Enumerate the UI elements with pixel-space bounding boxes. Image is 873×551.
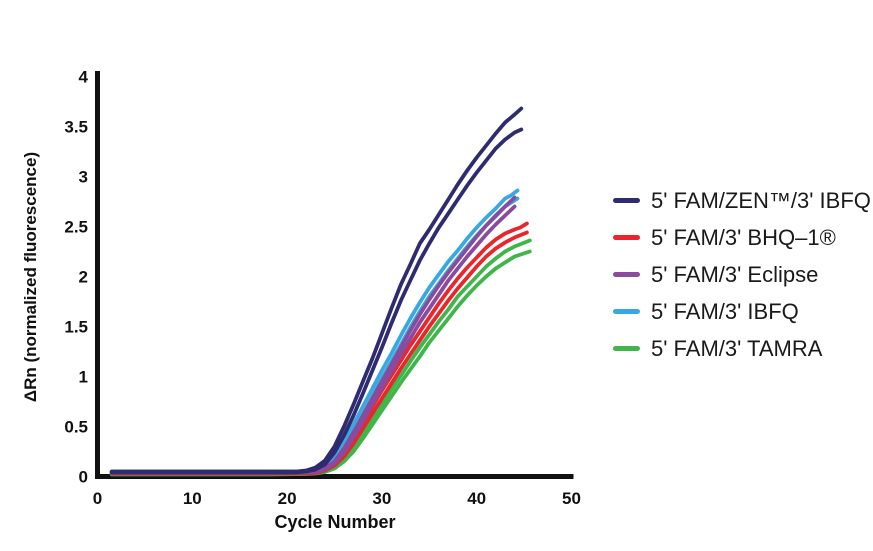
legend-swatch-1 bbox=[613, 235, 640, 240]
legend-item-2: 5' FAM/3' Eclipse bbox=[613, 261, 871, 288]
x-tick-label-30: 30 bbox=[372, 489, 392, 508]
y-axis-title: ΔRn (normalized fluorescence) bbox=[21, 151, 40, 403]
x-tick-label-0: 0 bbox=[92, 489, 103, 508]
y-tick-label-2.5: 2.5 bbox=[64, 217, 88, 236]
y-tick-label-0: 0 bbox=[78, 467, 88, 486]
legend-label-0: 5' FAM/ZEN™/3' IBFQ bbox=[651, 187, 871, 213]
legend-swatch-4 bbox=[613, 346, 640, 351]
legend-swatch-0 bbox=[613, 198, 640, 203]
curve-8 bbox=[109, 106, 524, 474]
legend-label-4: 5' FAM/3' TAMRA bbox=[651, 335, 823, 361]
curve-4 bbox=[109, 188, 520, 474]
curve-6 bbox=[109, 195, 517, 475]
legend-item-0: 5' FAM/ZEN™/3' IBFQ bbox=[613, 187, 871, 214]
legend-item-3: 5' FAM/3' IBFQ bbox=[613, 298, 871, 325]
y-tick-label-4: 4 bbox=[78, 67, 88, 86]
x-tick-label-20: 20 bbox=[277, 489, 297, 508]
legend-item-4: 5' FAM/3' TAMRA bbox=[613, 335, 871, 362]
y-tick-label-3.5: 3.5 bbox=[64, 117, 88, 136]
legend-label-1: 5' FAM/3' BHQ–1® bbox=[651, 224, 836, 250]
curve-5 bbox=[109, 196, 520, 474]
y-tick-label-0.5: 0.5 bbox=[64, 417, 88, 436]
legend: 5' FAM/ZEN™/3' IBFQ 5' FAM/3' BHQ–1® 5' FA… bbox=[613, 187, 871, 372]
x-tick-label-50: 50 bbox=[562, 489, 581, 508]
y-tick-label-1: 1 bbox=[78, 367, 88, 386]
legend-label-3: 5' FAM/3' IBFQ bbox=[651, 298, 799, 324]
legend-label-2: 5' FAM/3' Eclipse bbox=[651, 261, 819, 287]
curve-9 bbox=[109, 127, 524, 475]
y-tick-label-3: 3 bbox=[78, 167, 88, 186]
legend-item-1: 5' FAM/3' BHQ–1® bbox=[613, 224, 871, 251]
x-tick-label-40: 40 bbox=[467, 489, 487, 508]
y-tick-label-2: 2 bbox=[78, 267, 88, 286]
y-tick-label-1.5: 1.5 bbox=[64, 317, 88, 336]
x-tick-label-10: 10 bbox=[182, 489, 202, 508]
legend-swatch-3 bbox=[613, 309, 640, 314]
legend-swatch-2 bbox=[613, 272, 640, 277]
x-axis-title: Cycle Number bbox=[274, 512, 396, 532]
curve-7 bbox=[109, 204, 517, 475]
